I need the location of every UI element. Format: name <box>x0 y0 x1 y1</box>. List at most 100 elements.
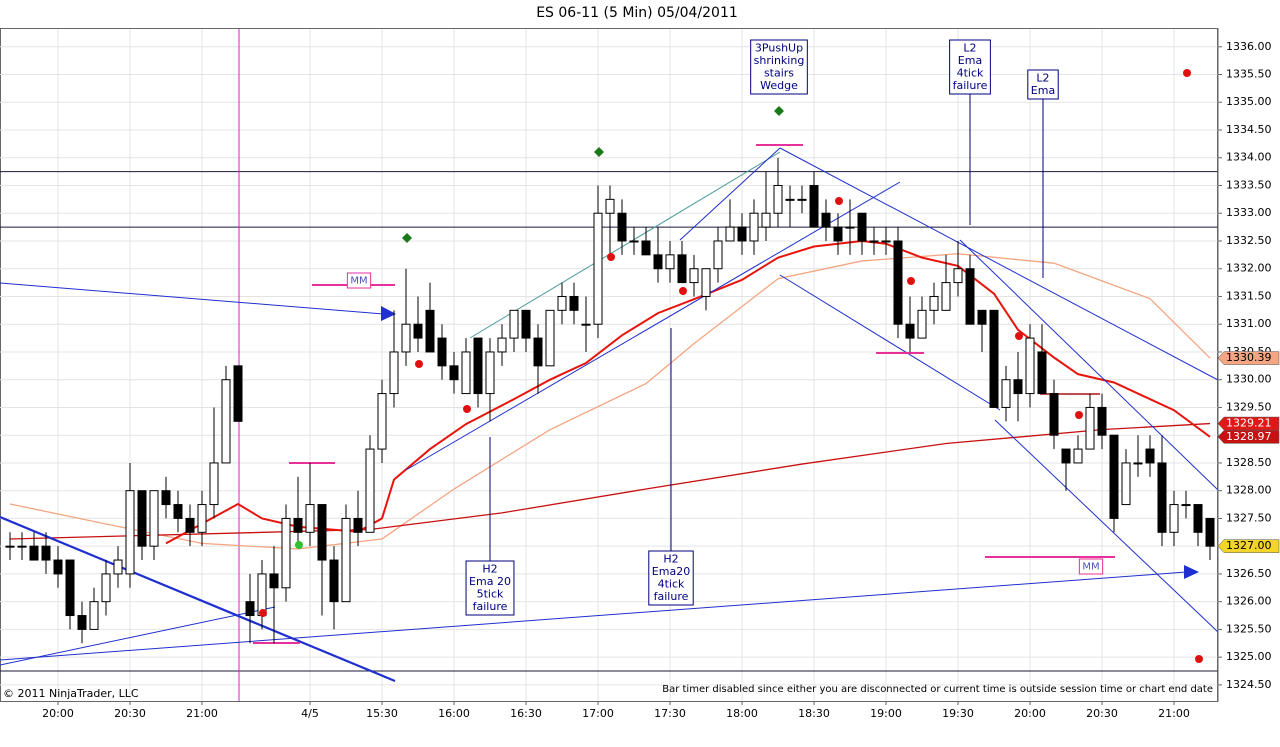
trend-line <box>469 151 781 339</box>
y-tick-label: 1324.50 <box>1226 678 1272 691</box>
candle-body <box>1121 462 1131 506</box>
annotation-box <box>465 560 515 616</box>
y-axis-labels: 1324.50 1325.00 1325.50 1326.00 1326.50 1327.… <box>1217 40 1280 691</box>
candle-body <box>245 601 255 617</box>
candle-body <box>425 309 435 353</box>
horizontal-lines <box>0 171 1218 672</box>
x-tick-label: 20:00 <box>42 707 74 720</box>
y-tick-label: 1326.50 <box>1226 567 1272 580</box>
candle-body <box>989 309 999 408</box>
annotation-text: MM <box>350 276 367 287</box>
candle-body <box>1109 434 1119 519</box>
candle-body <box>953 268 963 284</box>
signal-dot <box>415 360 423 368</box>
candle-body <box>893 240 903 325</box>
candle-body <box>977 309 987 325</box>
x-tick-label: 17:00 <box>582 707 614 720</box>
price-marker-label: 1330.39 <box>1226 351 1272 364</box>
y-tick-label: 1331.00 <box>1226 317 1272 330</box>
candle-body <box>377 393 387 450</box>
candle-body <box>125 490 135 575</box>
candle-body <box>149 490 159 547</box>
candle-body <box>1073 448 1083 464</box>
signal-dot <box>1183 69 1191 77</box>
candle-body <box>809 184 819 228</box>
candle-body <box>701 268 711 297</box>
signal-diamond <box>594 147 604 157</box>
candle-body <box>77 615 87 630</box>
arrow-head <box>381 306 396 321</box>
candle-body <box>281 517 291 589</box>
x-tick-label: 17:30 <box>654 707 686 720</box>
candle-body <box>749 212 759 242</box>
candle-body <box>53 559 63 575</box>
candle-body <box>305 504 315 533</box>
price-marker-label: 1329.21 <box>1226 417 1272 430</box>
annotation-text: L2 <box>1036 71 1049 84</box>
candle-body <box>557 295 567 311</box>
candle-body <box>869 240 879 243</box>
y-tick-label: 1330.00 <box>1226 373 1272 386</box>
candle-body <box>401 323 411 353</box>
candle-body <box>1037 351 1047 395</box>
signal-dot <box>295 541 303 549</box>
price-marker <box>1217 416 1280 431</box>
signal-dot <box>907 277 915 285</box>
candle-body <box>1169 504 1179 533</box>
annotation-text: Ema20 <box>652 565 690 578</box>
candle-body <box>641 240 651 256</box>
price-marker-label: 1328.97 <box>1226 430 1272 443</box>
candle-body <box>197 504 207 533</box>
candle-body <box>737 226 747 242</box>
signal-dot <box>1075 411 1083 419</box>
candle-body <box>785 198 795 201</box>
candles <box>5 157 1215 644</box>
candle-body <box>437 337 447 367</box>
candle-body <box>1181 504 1191 507</box>
indicator-line <box>165 239 1211 545</box>
annotation-text: Ema <box>1031 84 1055 97</box>
candle-body <box>689 268 699 284</box>
annotation-text: failure <box>473 600 508 613</box>
signal-dot <box>1195 655 1203 663</box>
candle-body <box>1145 448 1155 464</box>
candle-body <box>341 517 351 603</box>
copyright: © 2011 NinjaTrader, LLC <box>3 687 139 700</box>
trend-line <box>405 181 901 471</box>
candle-body <box>137 490 147 547</box>
annotation-text: MM <box>1082 562 1099 573</box>
candle-body <box>653 254 663 270</box>
candle-body <box>1013 379 1023 395</box>
candle-body <box>449 365 459 381</box>
annotation-box <box>750 39 808 95</box>
trend-line <box>0 515 396 683</box>
candle-body <box>1157 462 1167 533</box>
candle-body <box>917 309 927 339</box>
candle-body <box>905 323 915 339</box>
x-tick-label: 20:00 <box>1014 707 1046 720</box>
trend-line <box>0 571 1187 661</box>
candle-body <box>521 309 531 339</box>
x-tick-label: 19:00 <box>870 707 902 720</box>
trend-line <box>679 147 781 241</box>
candle-body <box>1049 393 1059 436</box>
candle-body <box>605 198 615 214</box>
y-tick-label: 1334.00 <box>1226 151 1272 164</box>
candle-body <box>1061 448 1071 464</box>
signal-dot <box>259 609 267 617</box>
trend-line <box>959 239 1219 491</box>
candle-body <box>221 379 231 464</box>
candle-body <box>473 337 483 395</box>
chart-title: ES 06-11 (5 Min) 05/04/2011 <box>536 5 738 21</box>
signal-dot <box>1015 332 1023 340</box>
y-tick-label: 1325.00 <box>1226 650 1272 663</box>
annotation-box <box>1078 558 1104 575</box>
y-tick-label: 1326.00 <box>1226 595 1272 608</box>
annotation-text: 4tick <box>957 66 984 79</box>
y-tick-label: 1332.50 <box>1226 234 1272 247</box>
x-tick-label: 20:30 <box>114 707 146 720</box>
candle-body <box>1205 517 1215 547</box>
candle-body <box>461 351 471 395</box>
y-tick-label: 1333.50 <box>1226 178 1272 191</box>
